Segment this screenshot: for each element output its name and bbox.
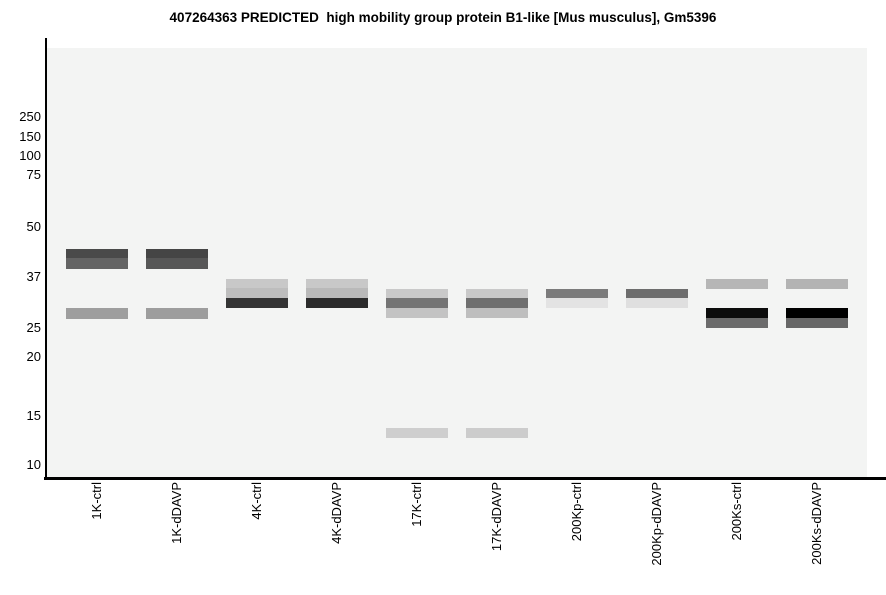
gel-band <box>305 279 368 288</box>
y-tick-label: 100 <box>19 148 41 163</box>
y-tick-label: 20 <box>26 349 41 364</box>
lane-label: 200Ks-ctrl <box>729 482 744 541</box>
gel-band <box>225 288 288 298</box>
gel-band <box>145 308 208 319</box>
gel-band <box>305 288 368 298</box>
y-tick-label: 75 <box>26 167 41 182</box>
gel-band <box>65 308 128 319</box>
gel-band <box>385 289 448 298</box>
y-tick-label: 10 <box>26 457 41 472</box>
lane-label: 4K-dDAVP <box>329 482 344 544</box>
lane-label: 200Kp-dDAVP <box>649 482 664 566</box>
y-tick-label: 250 <box>19 109 41 124</box>
gel-band <box>545 298 608 308</box>
gel-band <box>705 308 768 318</box>
gel-band <box>65 258 128 269</box>
lane-label: 200Ks-dDAVP <box>809 482 824 565</box>
y-tick-label: 50 <box>26 219 41 234</box>
y-axis-line <box>45 38 47 478</box>
gel-band <box>545 289 608 298</box>
gel-band <box>225 279 288 288</box>
gel-band <box>465 289 528 298</box>
lane-label: 1K-ctrl <box>89 482 104 520</box>
lane-label: 17K-dDAVP <box>489 482 504 552</box>
y-tick-label: 25 <box>26 320 41 335</box>
y-tick-label: 15 <box>26 408 41 423</box>
gel-band <box>465 308 528 318</box>
lane-label: 200Kp-ctrl <box>569 482 584 542</box>
lane-label: 1K-dDAVP <box>169 482 184 544</box>
gel-band <box>625 298 688 308</box>
lane-label: 17K-ctrl <box>409 482 424 527</box>
y-tick-label: 37 <box>26 269 41 284</box>
gel-band <box>145 258 208 269</box>
gel-band <box>785 318 848 328</box>
lane-label: 4K-ctrl <box>249 482 264 520</box>
gel-band <box>625 289 688 298</box>
chart-title: 407264363 PREDICTED high mobility group … <box>169 10 717 25</box>
gel-band <box>705 279 768 289</box>
gel-band <box>225 298 288 308</box>
y-tick-label: 150 <box>19 129 41 144</box>
x-axis-line <box>44 477 886 480</box>
gel-band <box>705 318 768 328</box>
gel-band <box>785 308 848 318</box>
gel-band <box>465 428 528 438</box>
gel-band <box>385 298 448 308</box>
gel-band <box>385 428 448 438</box>
gel-band <box>65 249 128 258</box>
gel-band <box>145 249 208 258</box>
gel-band <box>465 298 528 308</box>
gel-band <box>305 298 368 308</box>
gel-band <box>385 308 448 318</box>
gel-band <box>785 279 848 289</box>
